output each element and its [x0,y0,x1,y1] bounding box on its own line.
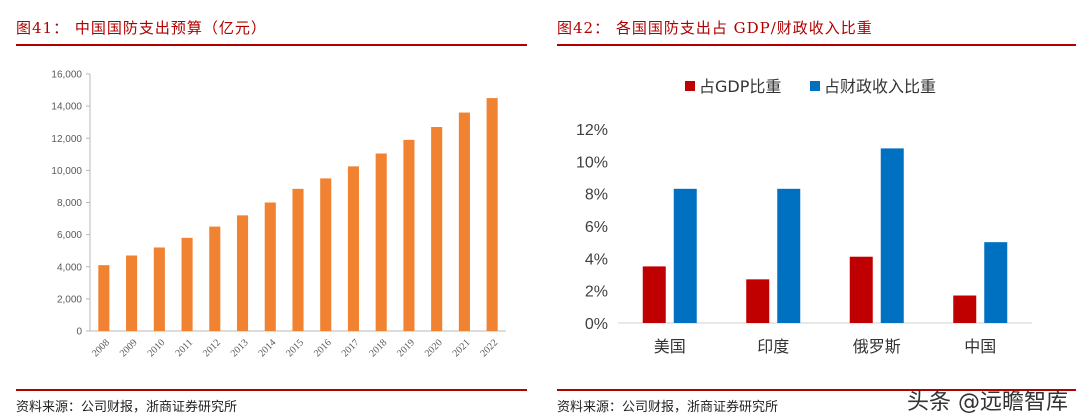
right-figure-panel: 图42： 各国国防支出占 GDP/财政收入比重 0% 2% 4% 6% 8% 10% 12%… [553,0,1080,420]
right-source-rule [557,389,1076,391]
bar [264,202,276,331]
bar-revenue-share [880,148,904,323]
left-source-rule [16,389,527,391]
y-tick-label: 0 [76,327,82,338]
y-tick-label: 2,000 [57,294,82,305]
x-tick-label: 2021 [451,337,473,359]
right-figure-title: 图42： 各国国防支出占 GDP/财政收入比重 [557,19,873,37]
y-tick-label: 14,000 [51,102,82,113]
bar [98,265,110,331]
bar [458,112,470,331]
y-tick-label: 16,000 [51,70,82,81]
x-tick-label: 2010 [146,337,168,359]
legend-swatch [685,81,695,91]
bar-gdp-share [642,266,666,323]
x-tick-label: 2016 [312,337,334,359]
x-tick-label: 2009 [118,337,140,359]
y-tick-label: 12,000 [51,134,82,145]
y-tick-label: 6% [585,219,608,236]
x-tick-label: 美国 [654,337,686,356]
bar [375,153,387,331]
legend-swatch [810,81,820,91]
x-tick-label: 2022 [478,337,500,359]
bar [403,139,415,331]
y-tick-label: 4,000 [57,262,82,273]
y-tick-label: 2% [585,284,608,301]
bar [236,215,249,331]
right-source-text: 资料来源：公司财报，浙商证券研究所 [557,400,779,415]
x-tick-label: 2015 [284,337,306,359]
x-tick-label: 2019 [395,337,417,359]
x-tick-label: 2018 [367,337,389,359]
left-title-rule [16,44,527,46]
watermark: 头条 @远瞻智库 [907,390,1068,415]
x-tick-label: 俄罗斯 [853,337,901,356]
x-tick-label: 2008 [90,337,112,359]
x-tick-label: 2020 [423,337,445,359]
bar-gdp-share [849,256,873,323]
bar-gdp-share [953,295,977,323]
bar [181,237,193,331]
bar [209,226,221,331]
x-tick-label: 2013 [229,337,251,359]
legend-label: 占GDP比重 [699,77,781,96]
bar [431,127,443,331]
defense-share-chart: 0% 2% 4% 6% 8% 10% 12% 美国 印度 俄罗斯 中国 占GDP比重 占财政收入比重 [576,77,1032,356]
bar [292,188,304,331]
x-tick-label: 中国 [964,337,996,356]
y-tick-label: 8,000 [57,198,82,209]
y-tick-label: 0% [585,316,608,333]
x-tick-label: 2014 [256,337,278,359]
bar [486,98,498,331]
x-tick-label: 印度 [757,337,789,356]
legend-label: 占财政收入比重 [824,77,936,96]
bar-revenue-share [984,242,1008,323]
x-tick-label: 2017 [340,337,362,359]
left-source-text: 资料来源：公司财报，浙商证券研究所 [16,400,238,415]
bar-gdp-share [746,279,770,323]
y-tick-label: 10,000 [51,166,82,177]
y-tick-label: 4% [585,251,608,268]
bar [153,247,165,331]
bar-revenue-share [777,188,801,323]
defense-budget-chart: 0 2,000 4,000 6,000 8,000 10,000 12,000 14,000 1… [51,70,506,359]
bar [320,178,332,331]
x-tick-label: 2012 [201,337,223,359]
y-tick-label: 12% [576,122,608,139]
left-figure-panel: 图41： 中国国防支出预算（亿元） 0 2,000 4,000 6,000 8,000 1… [0,0,530,420]
x-tick-label: 2011 [174,337,196,359]
bar-revenue-share [673,188,697,323]
right-title-rule [557,44,1076,46]
bar [126,255,138,331]
y-tick-label: 10% [576,154,608,171]
bar [347,166,360,331]
y-tick-label: 6,000 [57,230,82,241]
y-tick-label: 8% [585,187,608,204]
left-figure-title: 图41： 中国国防支出预算（亿元） [16,19,267,37]
